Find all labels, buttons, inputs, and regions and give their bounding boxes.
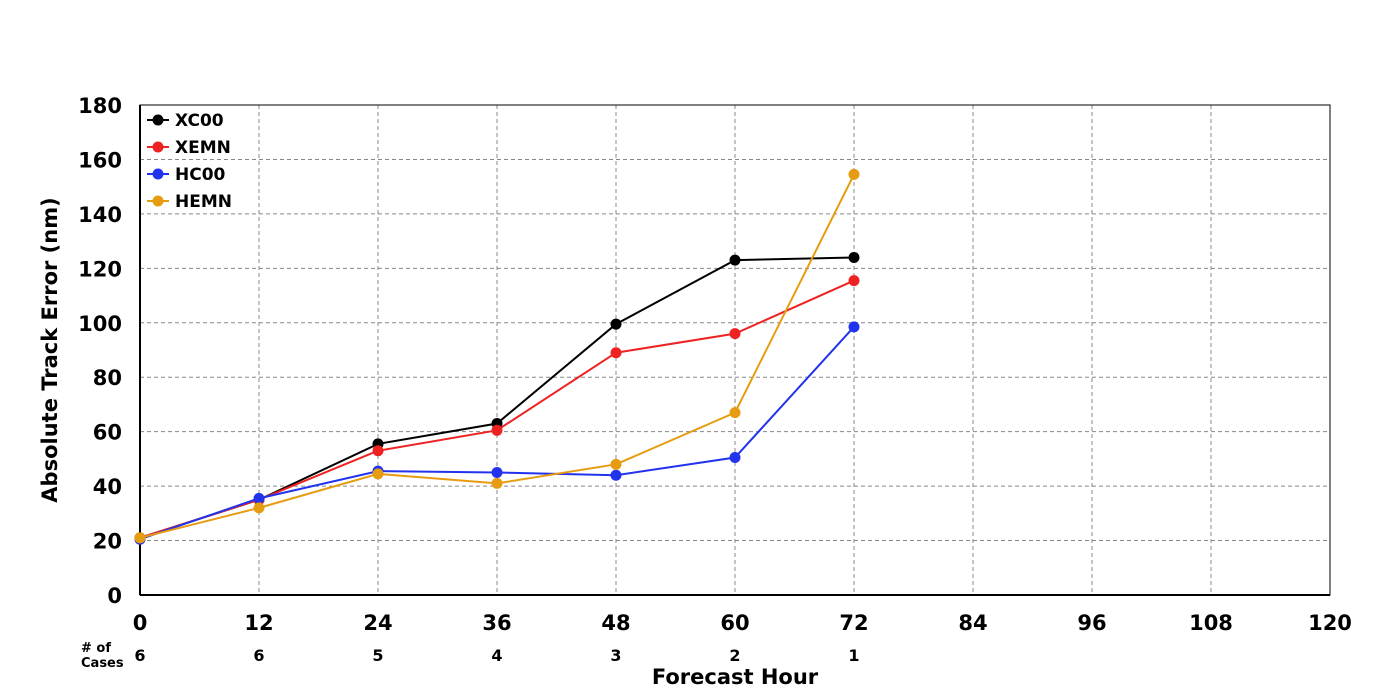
y-tick-label-80: 80 (93, 366, 122, 390)
point-hemn-72 (848, 168, 860, 180)
point-hemn-48 (610, 458, 622, 470)
point-hc00-48 (610, 469, 622, 481)
legend: XC00 XEMN HC00 HEMN (147, 111, 232, 212)
y-tick-label-100: 100 (78, 312, 122, 336)
x-tick-label-48: 48 (601, 611, 630, 635)
case-count-48: 3 (610, 646, 621, 665)
x-axis-title: Forecast Hour (652, 665, 819, 689)
cases-title-line-0: # of (81, 641, 111, 656)
x-tick-label-96: 96 (1077, 611, 1106, 635)
legend-marker-hc00 (152, 168, 164, 180)
point-hemn-60 (729, 407, 741, 419)
case-count-12: 6 (253, 646, 264, 665)
point-hc00-60 (729, 452, 741, 464)
point-hc00-36 (491, 467, 503, 478)
x-tick-label-36: 36 (482, 611, 511, 635)
point-hemn-0 (134, 532, 146, 544)
legend-item-xc00: XC00 (147, 111, 224, 131)
cases-title-line-1: Cases (81, 656, 124, 671)
legend-label-xemn: XEMN (175, 138, 231, 158)
x-tick-label-72: 72 (839, 611, 868, 635)
y-tick-label-180: 180 (78, 94, 122, 118)
case-count-0: 6 (134, 646, 145, 665)
case-count-24: 5 (372, 646, 383, 665)
point-xemn-48 (610, 347, 622, 359)
legend-marker-xemn (152, 141, 164, 153)
point-hemn-12 (253, 502, 265, 514)
x-tick-label-84: 84 (958, 611, 987, 635)
point-xc00-72 (848, 251, 860, 263)
point-hemn-24 (372, 468, 384, 480)
axes (139, 104, 1331, 596)
y-tick-label-40: 40 (93, 475, 122, 499)
case-count-60: 2 (729, 646, 740, 665)
y-tick-label-160: 160 (78, 148, 122, 172)
legend-marker-xc00 (152, 114, 164, 126)
legend-item-xemn: XEMN (147, 138, 231, 158)
legend-label-xc00: XC00 (175, 111, 224, 131)
y-tick-label-0: 0 (107, 584, 122, 608)
y-tick-label-140: 140 (78, 203, 122, 227)
y-tick-label-20: 20 (93, 530, 122, 554)
legend-marker-hemn (152, 195, 164, 207)
x-tick-label-60: 60 (720, 611, 749, 635)
point-xemn-60 (729, 328, 741, 340)
tick-labels: 0 12 24 36 48 60 72 84 96 108 120 0 20 40 60 80 100 120 14… (78, 94, 1352, 635)
legend-item-hc00: HC00 (147, 165, 226, 185)
series-hemn (134, 168, 860, 544)
case-count-36: 4 (491, 646, 502, 665)
legend-label-hc00: HC00 (175, 165, 226, 185)
x-tick-label-120: 120 (1308, 611, 1352, 635)
point-hc00-12 (253, 492, 265, 504)
point-xemn-72 (848, 275, 860, 287)
point-xemn-36 (491, 424, 503, 436)
point-xemn-24 (372, 445, 384, 457)
y-axis-title: Absolute Track Error (nm) (38, 197, 62, 502)
legend-label-hemn: HEMN (175, 192, 232, 212)
x-tick-label-0: 0 (133, 611, 148, 635)
y-tick-label-60: 60 (93, 421, 122, 445)
legend-item-hemn: HEMN (147, 192, 232, 212)
y-tick-label-120: 120 (78, 257, 122, 281)
x-tick-label-108: 108 (1189, 611, 1233, 635)
series (134, 168, 860, 545)
x-tick-label-24: 24 (363, 611, 392, 635)
point-hc00-72 (848, 321, 860, 333)
point-xc00-60 (729, 254, 741, 266)
point-hemn-36 (491, 477, 503, 489)
x-tick-label-12: 12 (244, 611, 273, 635)
case-count-72: 1 (848, 646, 859, 665)
point-xc00-48 (610, 318, 622, 330)
